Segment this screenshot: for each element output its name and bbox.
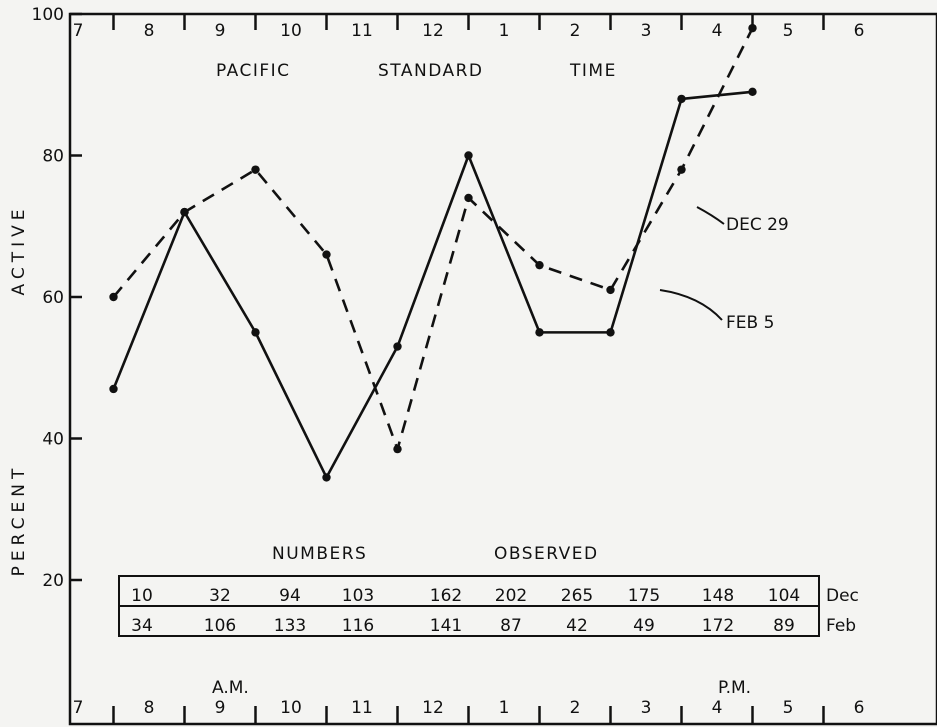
bottom-hour-label-2: 9	[215, 698, 226, 718]
legend-leader-dec29	[696, 206, 725, 225]
row-label-dec: Dec	[826, 586, 859, 606]
point-feb5-5	[464, 151, 473, 160]
cell-dec-4: 162	[430, 586, 462, 606]
y-tick-label-100: 100	[32, 5, 64, 25]
point-feb5-3	[322, 473, 331, 482]
top-hour-label-3: 10	[280, 21, 302, 41]
top-hour-label-11: 6	[854, 21, 865, 41]
point-feb5-8	[677, 94, 686, 104]
cell-feb-8: 172	[702, 616, 734, 636]
point-feb5-0	[109, 384, 118, 394]
table-title-observed: OBSERVED	[494, 544, 599, 564]
point-dec29-0	[109, 292, 118, 302]
point-dec29-4	[393, 444, 402, 454]
cell-dec-3: 103	[342, 586, 374, 606]
top-hour-label-5: 12	[422, 21, 444, 41]
cell-dec-2: 94	[279, 586, 301, 606]
point-dec29-9	[748, 23, 757, 33]
series-layer	[109, 23, 757, 482]
table-title-numbers: NUMBERS	[272, 544, 367, 564]
bottom-hour-label-6: 1	[499, 698, 510, 718]
top-hour-label-6: 1	[499, 21, 510, 41]
title-word-standard: STANDARD	[378, 61, 484, 81]
cell-feb-1: 106	[204, 616, 236, 636]
bottom-hour-label-8: 3	[641, 698, 652, 718]
numbers-observed-table: NUMBERS OBSERVED 10 32 94 103 162 202 265 175 14…	[118, 544, 859, 637]
series-line-feb5	[112, 90, 753, 479]
bottom-hour-label-1: 8	[144, 698, 155, 718]
cell-feb-9: 89	[773, 616, 795, 636]
top-hour-label-0: 7	[73, 21, 84, 41]
cell-dec-0: 10	[131, 586, 153, 606]
top-hour-label-2: 9	[215, 21, 226, 41]
point-feb5-6	[535, 328, 544, 337]
top-hour-label-10: 5	[783, 21, 794, 41]
point-feb5-4	[393, 342, 402, 351]
legend: DEC 29 FEB 5	[659, 206, 789, 333]
y-tick-label-80: 80	[42, 147, 64, 167]
cell-feb-6: 42	[566, 616, 588, 636]
cell-feb-2: 133	[274, 616, 306, 636]
cell-feb-3: 116	[342, 616, 374, 636]
point-dec29-7	[606, 285, 615, 295]
cell-dec-7: 175	[628, 586, 660, 606]
top-hour-label-8: 3	[641, 21, 652, 41]
point-feb5-2	[251, 328, 260, 337]
title-word-time: TIME	[569, 61, 617, 81]
legend-leader-feb5	[659, 289, 723, 321]
y-tick-label-40: 40	[42, 430, 64, 450]
cell-dec-1: 32	[209, 586, 231, 606]
point-feb5-9	[748, 87, 757, 97]
point-dec29-3	[322, 250, 331, 259]
am-label: A.M.	[212, 678, 249, 698]
ylabel-active: ACTIVE	[9, 205, 29, 296]
point-dec29-8	[677, 165, 686, 174]
cell-dec-9: 104	[768, 586, 800, 606]
legend-label-feb5: FEB 5	[726, 313, 774, 333]
row-label-feb: Feb	[826, 616, 856, 636]
cell-feb-7: 49	[633, 616, 655, 636]
point-feb5-1	[180, 207, 189, 217]
bottom-hour-label-5: 12	[422, 698, 444, 718]
bottom-time-axis: 7 8 9 10 11 12 1 2 3 4 5 6	[73, 698, 865, 724]
ylabel-percent: PERCENT	[9, 464, 29, 577]
bottom-hour-label-11: 6	[854, 698, 865, 718]
point-dec29-6	[535, 260, 544, 270]
top-hour-label-7: 2	[570, 21, 581, 41]
title-word-pacific: PACIFIC	[216, 61, 291, 81]
bottom-hour-label-10: 5	[783, 698, 794, 718]
point-dec29-5	[464, 193, 473, 203]
legend-label-dec29: DEC 29	[726, 215, 789, 235]
cell-feb-4: 141	[430, 616, 462, 636]
cell-dec-6: 265	[561, 586, 593, 606]
bottom-hour-label-0: 7	[73, 698, 84, 718]
top-hour-label-4: 11	[351, 21, 373, 41]
point-dec29-2	[251, 165, 260, 174]
top-time-axis: 7 8 9 10 11 12 1 2 3 4 5 6	[73, 14, 865, 41]
pm-label: P.M.	[718, 678, 751, 698]
chart-title: PACIFIC STANDARD TIME	[216, 61, 617, 81]
bottom-hour-label-7: 2	[570, 698, 581, 718]
y-tick-label-20: 20	[42, 571, 64, 591]
bottom-hour-label-9: 4	[712, 698, 723, 718]
top-hour-label-1: 8	[144, 21, 155, 41]
y-tick-label-60: 60	[42, 288, 64, 308]
cell-dec-5: 202	[495, 586, 527, 606]
series-line-dec29	[112, 27, 754, 451]
y-axis: 20 40 60 80 100	[32, 5, 82, 591]
plot-frame	[68, 12, 937, 726]
point-feb5-7	[606, 328, 615, 337]
cell-feb-0: 34	[131, 616, 153, 636]
bottom-hour-label-3: 10	[280, 698, 302, 718]
cell-feb-5: 87	[500, 616, 522, 636]
top-hour-label-9: 4	[712, 21, 723, 41]
bottom-hour-label-4: 11	[351, 698, 373, 718]
cell-dec-8: 148	[702, 586, 734, 606]
